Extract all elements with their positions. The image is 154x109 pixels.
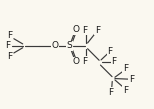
Text: F: F: [107, 47, 112, 56]
Text: O: O: [73, 25, 79, 34]
Text: F: F: [123, 64, 128, 73]
Text: F: F: [83, 57, 88, 66]
Text: F: F: [95, 26, 100, 35]
Text: F: F: [129, 75, 134, 84]
Text: F: F: [83, 26, 88, 35]
Text: F: F: [7, 52, 13, 60]
Text: O: O: [51, 41, 58, 50]
Text: O: O: [73, 57, 79, 66]
Text: F: F: [7, 31, 13, 40]
Text: S: S: [67, 41, 73, 50]
Text: F: F: [111, 57, 116, 66]
Text: F: F: [123, 86, 128, 95]
Text: F: F: [6, 41, 11, 50]
Text: F: F: [108, 88, 113, 97]
